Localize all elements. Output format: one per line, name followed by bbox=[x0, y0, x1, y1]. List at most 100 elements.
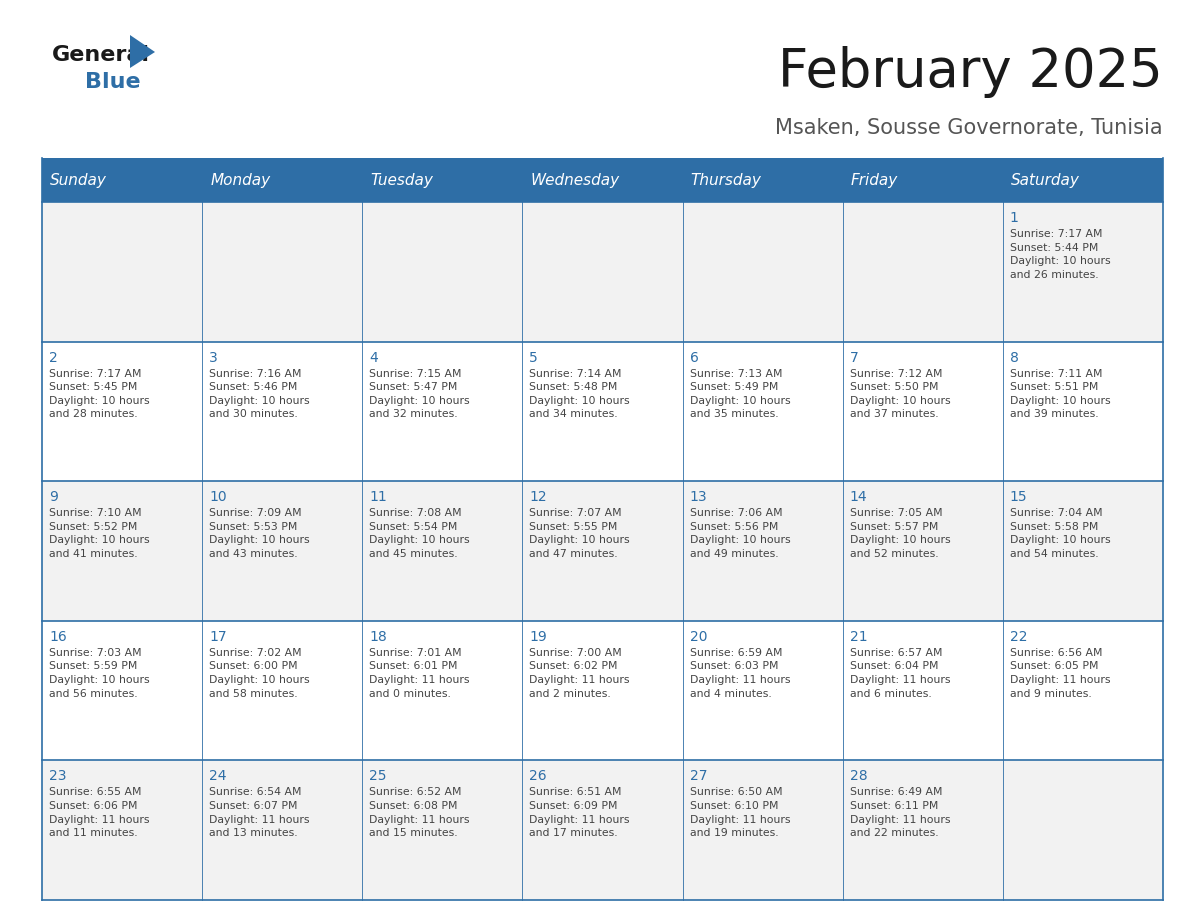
Text: Saturday: Saturday bbox=[1011, 173, 1080, 187]
Text: 27: 27 bbox=[689, 769, 707, 783]
Bar bbox=[842, 481, 1003, 621]
Text: 19: 19 bbox=[530, 630, 548, 644]
Bar bbox=[362, 202, 523, 341]
Text: 17: 17 bbox=[209, 630, 227, 644]
Text: Monday: Monday bbox=[210, 173, 270, 187]
Bar bbox=[523, 760, 683, 900]
Text: 21: 21 bbox=[849, 630, 867, 644]
Text: 4: 4 bbox=[369, 351, 378, 364]
Bar bbox=[1003, 760, 1163, 900]
Text: 11: 11 bbox=[369, 490, 387, 504]
Text: 25: 25 bbox=[369, 769, 387, 783]
Text: Sunrise: 7:10 AM
Sunset: 5:52 PM
Daylight: 10 hours
and 41 minutes.: Sunrise: 7:10 AM Sunset: 5:52 PM Dayligh… bbox=[49, 509, 150, 559]
Bar bbox=[362, 621, 523, 760]
Bar bbox=[202, 481, 362, 621]
Text: Sunrise: 6:54 AM
Sunset: 6:07 PM
Daylight: 11 hours
and 13 minutes.: Sunrise: 6:54 AM Sunset: 6:07 PM Dayligh… bbox=[209, 788, 310, 838]
Text: 9: 9 bbox=[49, 490, 58, 504]
Bar bbox=[523, 202, 683, 341]
Text: Blue: Blue bbox=[86, 72, 140, 92]
Text: Sunrise: 6:56 AM
Sunset: 6:05 PM
Daylight: 11 hours
and 9 minutes.: Sunrise: 6:56 AM Sunset: 6:05 PM Dayligh… bbox=[1010, 648, 1111, 699]
Text: 2: 2 bbox=[49, 351, 58, 364]
Bar bbox=[202, 341, 362, 481]
Text: Sunrise: 7:17 AM
Sunset: 5:44 PM
Daylight: 10 hours
and 26 minutes.: Sunrise: 7:17 AM Sunset: 5:44 PM Dayligh… bbox=[1010, 229, 1111, 280]
Text: Sunrise: 6:59 AM
Sunset: 6:03 PM
Daylight: 11 hours
and 4 minutes.: Sunrise: 6:59 AM Sunset: 6:03 PM Dayligh… bbox=[689, 648, 790, 699]
Text: 15: 15 bbox=[1010, 490, 1028, 504]
Bar bbox=[683, 481, 842, 621]
Bar bbox=[683, 760, 842, 900]
Text: 23: 23 bbox=[49, 769, 67, 783]
Bar bbox=[202, 760, 362, 900]
Text: Sunrise: 6:52 AM
Sunset: 6:08 PM
Daylight: 11 hours
and 15 minutes.: Sunrise: 6:52 AM Sunset: 6:08 PM Dayligh… bbox=[369, 788, 469, 838]
Text: General: General bbox=[52, 45, 150, 65]
Text: Sunrise: 6:50 AM
Sunset: 6:10 PM
Daylight: 11 hours
and 19 minutes.: Sunrise: 6:50 AM Sunset: 6:10 PM Dayligh… bbox=[689, 788, 790, 838]
Text: Sunrise: 7:02 AM
Sunset: 6:00 PM
Daylight: 10 hours
and 58 minutes.: Sunrise: 7:02 AM Sunset: 6:00 PM Dayligh… bbox=[209, 648, 310, 699]
Text: Thursday: Thursday bbox=[690, 173, 762, 187]
Polygon shape bbox=[129, 35, 154, 68]
Bar bbox=[842, 341, 1003, 481]
Bar bbox=[842, 621, 1003, 760]
Text: Sunrise: 7:03 AM
Sunset: 5:59 PM
Daylight: 10 hours
and 56 minutes.: Sunrise: 7:03 AM Sunset: 5:59 PM Dayligh… bbox=[49, 648, 150, 699]
Text: 28: 28 bbox=[849, 769, 867, 783]
Bar bbox=[683, 621, 842, 760]
Text: Sunrise: 7:06 AM
Sunset: 5:56 PM
Daylight: 10 hours
and 49 minutes.: Sunrise: 7:06 AM Sunset: 5:56 PM Dayligh… bbox=[689, 509, 790, 559]
Text: 8: 8 bbox=[1010, 351, 1019, 364]
Text: Friday: Friday bbox=[851, 173, 898, 187]
Bar bbox=[683, 202, 842, 341]
Text: Sunrise: 7:07 AM
Sunset: 5:55 PM
Daylight: 10 hours
and 47 minutes.: Sunrise: 7:07 AM Sunset: 5:55 PM Dayligh… bbox=[530, 509, 630, 559]
Bar bbox=[842, 760, 1003, 900]
Text: 22: 22 bbox=[1010, 630, 1028, 644]
Text: 24: 24 bbox=[209, 769, 227, 783]
Text: 10: 10 bbox=[209, 490, 227, 504]
Text: Sunrise: 7:17 AM
Sunset: 5:45 PM
Daylight: 10 hours
and 28 minutes.: Sunrise: 7:17 AM Sunset: 5:45 PM Dayligh… bbox=[49, 369, 150, 420]
Text: 7: 7 bbox=[849, 351, 859, 364]
Text: 20: 20 bbox=[689, 630, 707, 644]
Text: 26: 26 bbox=[530, 769, 546, 783]
Bar bbox=[842, 202, 1003, 341]
Bar bbox=[202, 202, 362, 341]
Text: 6: 6 bbox=[689, 351, 699, 364]
Bar bbox=[1003, 341, 1163, 481]
Bar bbox=[523, 621, 683, 760]
Bar bbox=[42, 202, 202, 341]
Text: 1: 1 bbox=[1010, 211, 1019, 225]
Text: Sunrise: 7:14 AM
Sunset: 5:48 PM
Daylight: 10 hours
and 34 minutes.: Sunrise: 7:14 AM Sunset: 5:48 PM Dayligh… bbox=[530, 369, 630, 420]
Bar bbox=[523, 481, 683, 621]
Bar bbox=[42, 481, 202, 621]
Text: Msaken, Sousse Governorate, Tunisia: Msaken, Sousse Governorate, Tunisia bbox=[776, 118, 1163, 138]
Bar bbox=[1003, 621, 1163, 760]
Bar bbox=[42, 158, 1163, 202]
Text: Sunrise: 7:09 AM
Sunset: 5:53 PM
Daylight: 10 hours
and 43 minutes.: Sunrise: 7:09 AM Sunset: 5:53 PM Dayligh… bbox=[209, 509, 310, 559]
Text: 13: 13 bbox=[689, 490, 707, 504]
Text: Sunday: Sunday bbox=[50, 173, 107, 187]
Bar bbox=[42, 621, 202, 760]
Text: Sunrise: 6:57 AM
Sunset: 6:04 PM
Daylight: 11 hours
and 6 minutes.: Sunrise: 6:57 AM Sunset: 6:04 PM Dayligh… bbox=[849, 648, 950, 699]
Bar bbox=[42, 760, 202, 900]
Bar bbox=[362, 341, 523, 481]
Text: Sunrise: 6:49 AM
Sunset: 6:11 PM
Daylight: 11 hours
and 22 minutes.: Sunrise: 6:49 AM Sunset: 6:11 PM Dayligh… bbox=[849, 788, 950, 838]
Text: February 2025: February 2025 bbox=[778, 46, 1163, 98]
Text: Sunrise: 7:12 AM
Sunset: 5:50 PM
Daylight: 10 hours
and 37 minutes.: Sunrise: 7:12 AM Sunset: 5:50 PM Dayligh… bbox=[849, 369, 950, 420]
Text: Sunrise: 7:05 AM
Sunset: 5:57 PM
Daylight: 10 hours
and 52 minutes.: Sunrise: 7:05 AM Sunset: 5:57 PM Dayligh… bbox=[849, 509, 950, 559]
Bar bbox=[202, 621, 362, 760]
Bar bbox=[362, 760, 523, 900]
Text: Sunrise: 7:00 AM
Sunset: 6:02 PM
Daylight: 11 hours
and 2 minutes.: Sunrise: 7:00 AM Sunset: 6:02 PM Dayligh… bbox=[530, 648, 630, 699]
Text: Sunrise: 6:51 AM
Sunset: 6:09 PM
Daylight: 11 hours
and 17 minutes.: Sunrise: 6:51 AM Sunset: 6:09 PM Dayligh… bbox=[530, 788, 630, 838]
Text: Tuesday: Tuesday bbox=[371, 173, 434, 187]
Text: Sunrise: 7:08 AM
Sunset: 5:54 PM
Daylight: 10 hours
and 45 minutes.: Sunrise: 7:08 AM Sunset: 5:54 PM Dayligh… bbox=[369, 509, 470, 559]
Text: Sunrise: 7:13 AM
Sunset: 5:49 PM
Daylight: 10 hours
and 35 minutes.: Sunrise: 7:13 AM Sunset: 5:49 PM Dayligh… bbox=[689, 369, 790, 420]
Text: Sunrise: 7:01 AM
Sunset: 6:01 PM
Daylight: 11 hours
and 0 minutes.: Sunrise: 7:01 AM Sunset: 6:01 PM Dayligh… bbox=[369, 648, 469, 699]
Text: 12: 12 bbox=[530, 490, 546, 504]
Text: 16: 16 bbox=[49, 630, 67, 644]
Bar bbox=[523, 341, 683, 481]
Text: Sunrise: 7:16 AM
Sunset: 5:46 PM
Daylight: 10 hours
and 30 minutes.: Sunrise: 7:16 AM Sunset: 5:46 PM Dayligh… bbox=[209, 369, 310, 420]
Text: Sunrise: 7:15 AM
Sunset: 5:47 PM
Daylight: 10 hours
and 32 minutes.: Sunrise: 7:15 AM Sunset: 5:47 PM Dayligh… bbox=[369, 369, 470, 420]
Text: Sunrise: 7:04 AM
Sunset: 5:58 PM
Daylight: 10 hours
and 54 minutes.: Sunrise: 7:04 AM Sunset: 5:58 PM Dayligh… bbox=[1010, 509, 1111, 559]
Text: 5: 5 bbox=[530, 351, 538, 364]
Bar bbox=[362, 481, 523, 621]
Text: Sunrise: 6:55 AM
Sunset: 6:06 PM
Daylight: 11 hours
and 11 minutes.: Sunrise: 6:55 AM Sunset: 6:06 PM Dayligh… bbox=[49, 788, 150, 838]
Bar bbox=[683, 341, 842, 481]
Bar bbox=[42, 341, 202, 481]
Bar bbox=[1003, 481, 1163, 621]
Text: Wednesday: Wednesday bbox=[530, 173, 620, 187]
Text: 14: 14 bbox=[849, 490, 867, 504]
